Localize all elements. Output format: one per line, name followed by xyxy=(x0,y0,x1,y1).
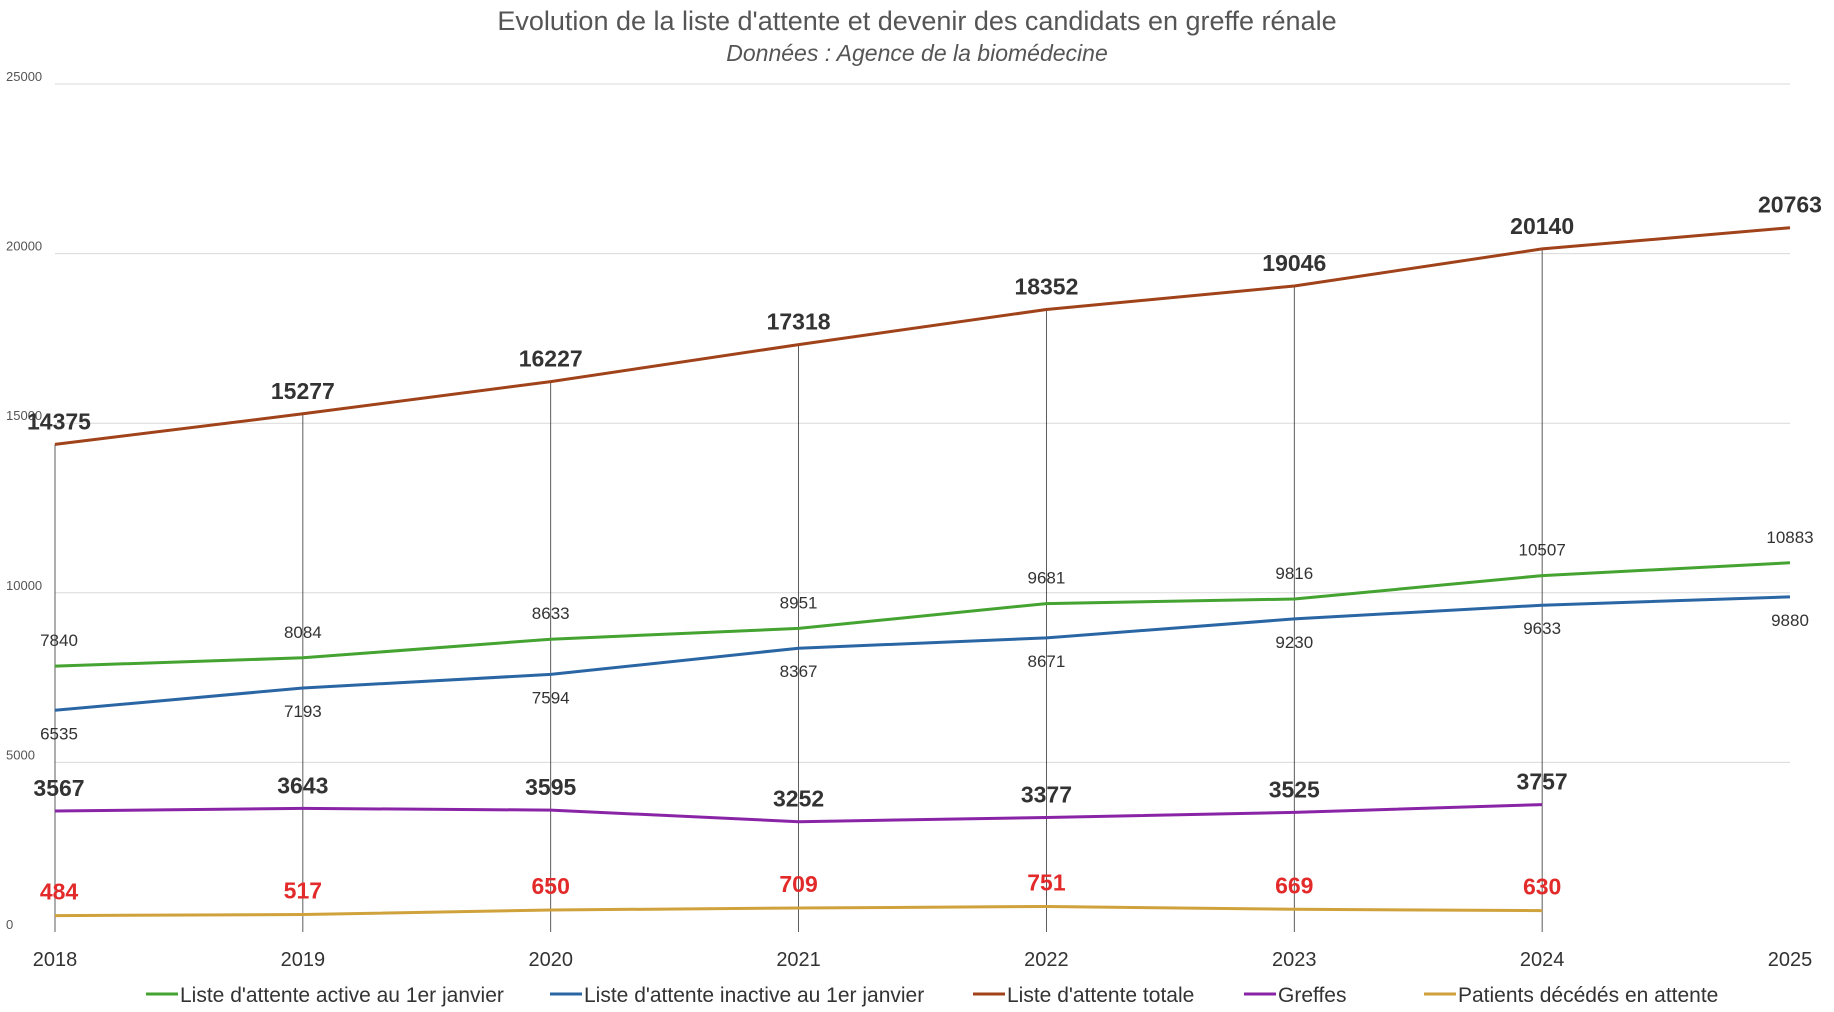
chart-subtitle: Données : Agence de la biomédecine xyxy=(726,40,1108,66)
y-tick-label: 5000 xyxy=(6,747,35,762)
data-label: 16227 xyxy=(519,346,583,372)
data-label: 8951 xyxy=(780,593,818,612)
data-label: 6535 xyxy=(40,724,78,743)
data-label: 709 xyxy=(779,871,817,897)
data-label: 19046 xyxy=(1262,250,1326,276)
data-label: 650 xyxy=(532,873,570,899)
series-line xyxy=(54,226,1791,446)
data-label: 20763 xyxy=(1758,192,1822,218)
data-label: 7594 xyxy=(532,688,570,707)
data-label: 669 xyxy=(1275,872,1313,898)
legend-label: Greffes xyxy=(1278,984,1346,1007)
data-label: 7840 xyxy=(40,631,78,650)
data-label: 9230 xyxy=(1275,633,1313,652)
y-tick-label: 0 xyxy=(6,917,13,932)
data-label: 9633 xyxy=(1523,619,1561,638)
data-label: 8671 xyxy=(1028,652,1066,671)
data-label: 8367 xyxy=(780,662,818,681)
data-label: 10507 xyxy=(1519,541,1566,560)
data-label: 630 xyxy=(1523,874,1561,900)
data-label: 18352 xyxy=(1014,274,1078,300)
x-tick-label: 2024 xyxy=(1520,949,1565,971)
data-label: 3643 xyxy=(277,772,328,798)
data-label: 751 xyxy=(1027,870,1066,896)
data-label: 9681 xyxy=(1028,569,1066,588)
legend-label: Liste d'attente inactive au 1er janvier xyxy=(584,984,924,1007)
data-label: 14375 xyxy=(27,408,91,434)
x-tick-label: 2019 xyxy=(281,949,326,971)
legend-label: Liste d'attente totale xyxy=(1007,984,1194,1007)
y-tick-label: 25000 xyxy=(6,69,42,84)
x-tick-label: 2025 xyxy=(1768,949,1813,971)
data-label: 20140 xyxy=(1510,213,1574,239)
data-label: 8084 xyxy=(284,623,322,642)
data-label: 7193 xyxy=(284,702,322,721)
data-label: 3377 xyxy=(1021,781,1072,807)
data-label: 3757 xyxy=(1517,769,1568,795)
x-tick-label: 2023 xyxy=(1272,949,1317,971)
series-line xyxy=(54,905,1543,918)
x-tick-label: 2020 xyxy=(528,949,573,971)
x-tick-label: 2022 xyxy=(1024,949,1069,971)
legend-label: Patients décédés en attente xyxy=(1458,984,1718,1007)
x-tick-label: 2018 xyxy=(33,949,78,971)
data-label: 15277 xyxy=(271,378,335,404)
data-label: 3567 xyxy=(33,775,84,801)
data-label: 9880 xyxy=(1771,611,1809,630)
y-tick-label: 15000 xyxy=(6,408,42,423)
data-label: 10883 xyxy=(1766,528,1813,547)
chart-title: Evolution de la liste d'attente et deven… xyxy=(497,6,1337,36)
legend-label: Liste d'attente active au 1er janvier xyxy=(180,984,504,1007)
data-label: 3252 xyxy=(773,786,824,812)
data-label: 517 xyxy=(284,877,322,903)
y-tick-label: 20000 xyxy=(6,239,42,254)
x-tick-label: 2021 xyxy=(776,949,821,971)
data-label: 8633 xyxy=(532,604,570,623)
y-tick-label: 10000 xyxy=(6,578,42,593)
data-label: 3525 xyxy=(1269,776,1320,802)
data-label: 17318 xyxy=(767,309,831,335)
data-label: 3595 xyxy=(525,774,576,800)
series-line xyxy=(54,595,1791,712)
data-label: 484 xyxy=(40,879,79,905)
data-label: 9816 xyxy=(1275,564,1313,583)
series-line xyxy=(54,561,1791,668)
series-line xyxy=(54,803,1543,824)
